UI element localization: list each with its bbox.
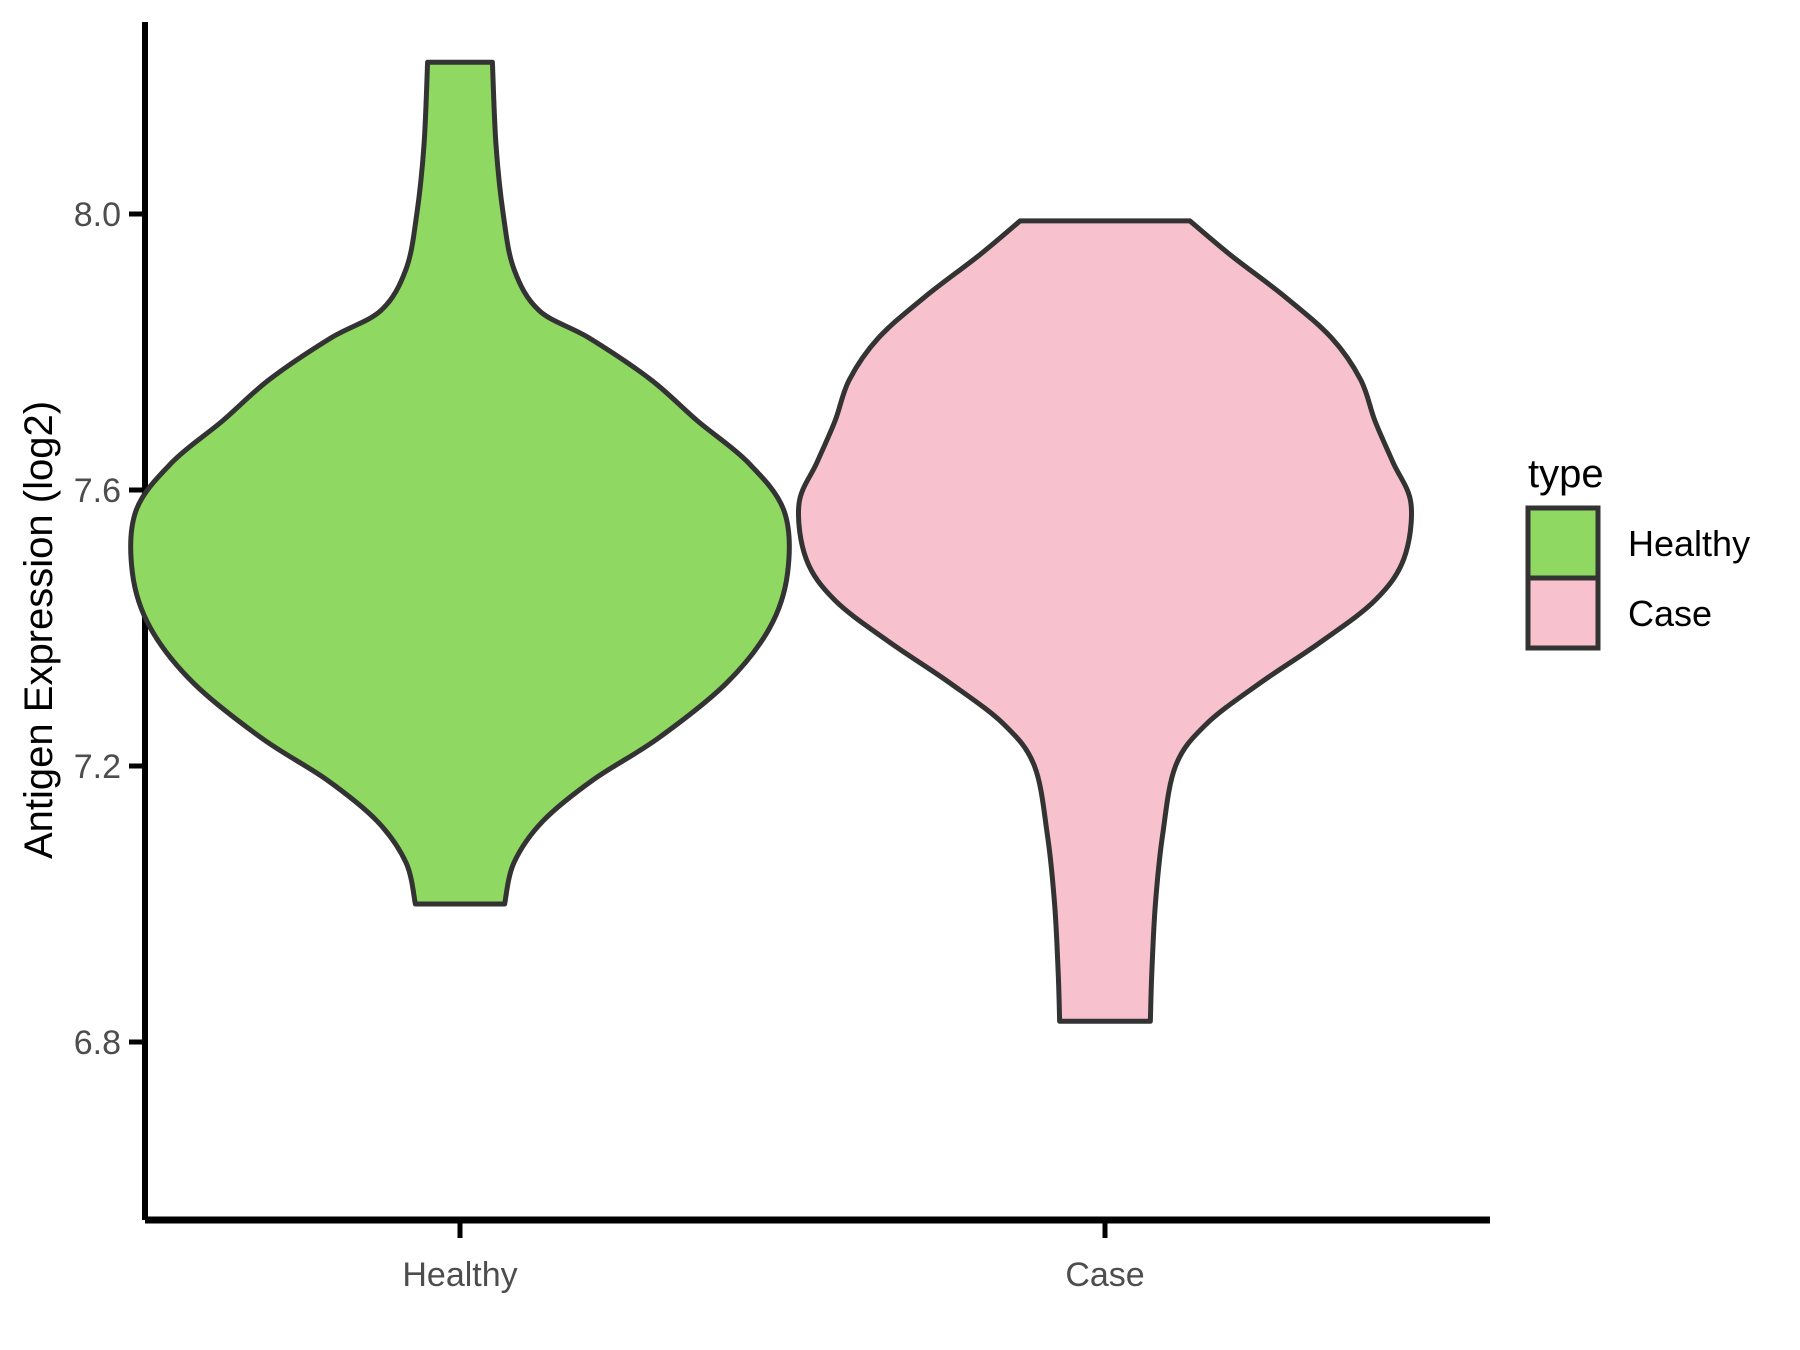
legend-label-healthy: Healthy (1628, 523, 1750, 564)
y-tick-label: 8.0 (74, 196, 121, 234)
legend-title: type (1528, 452, 1604, 496)
violin-healthy (128, 59, 792, 907)
y-tick-label: 7.6 (74, 472, 121, 510)
x-tick-mark-group (457, 1220, 1108, 1238)
legend-swatch-healthy[interactable] (1525, 505, 1601, 581)
y-tick-label-group: 6.8 7.2 7.6 8.0 (74, 196, 121, 1062)
legend: type Healthy Case (1525, 452, 1750, 651)
legend-entries: Healthy Case (1525, 505, 1750, 651)
y-tick-label: 6.8 (74, 1024, 121, 1062)
x-tick-label-case: Case (1065, 1256, 1144, 1294)
y-axis-title: Antigen Expression (log2) (17, 401, 61, 859)
legend-label-case: Case (1628, 593, 1712, 634)
violin-group (128, 59, 1414, 1024)
violin-case (796, 218, 1414, 1024)
y-tick-label: 7.2 (74, 748, 121, 786)
legend-swatch-case[interactable] (1525, 575, 1601, 651)
x-tick-label-group: Healthy Case (402, 1256, 1144, 1294)
x-tick-label-healthy: Healthy (402, 1256, 517, 1294)
